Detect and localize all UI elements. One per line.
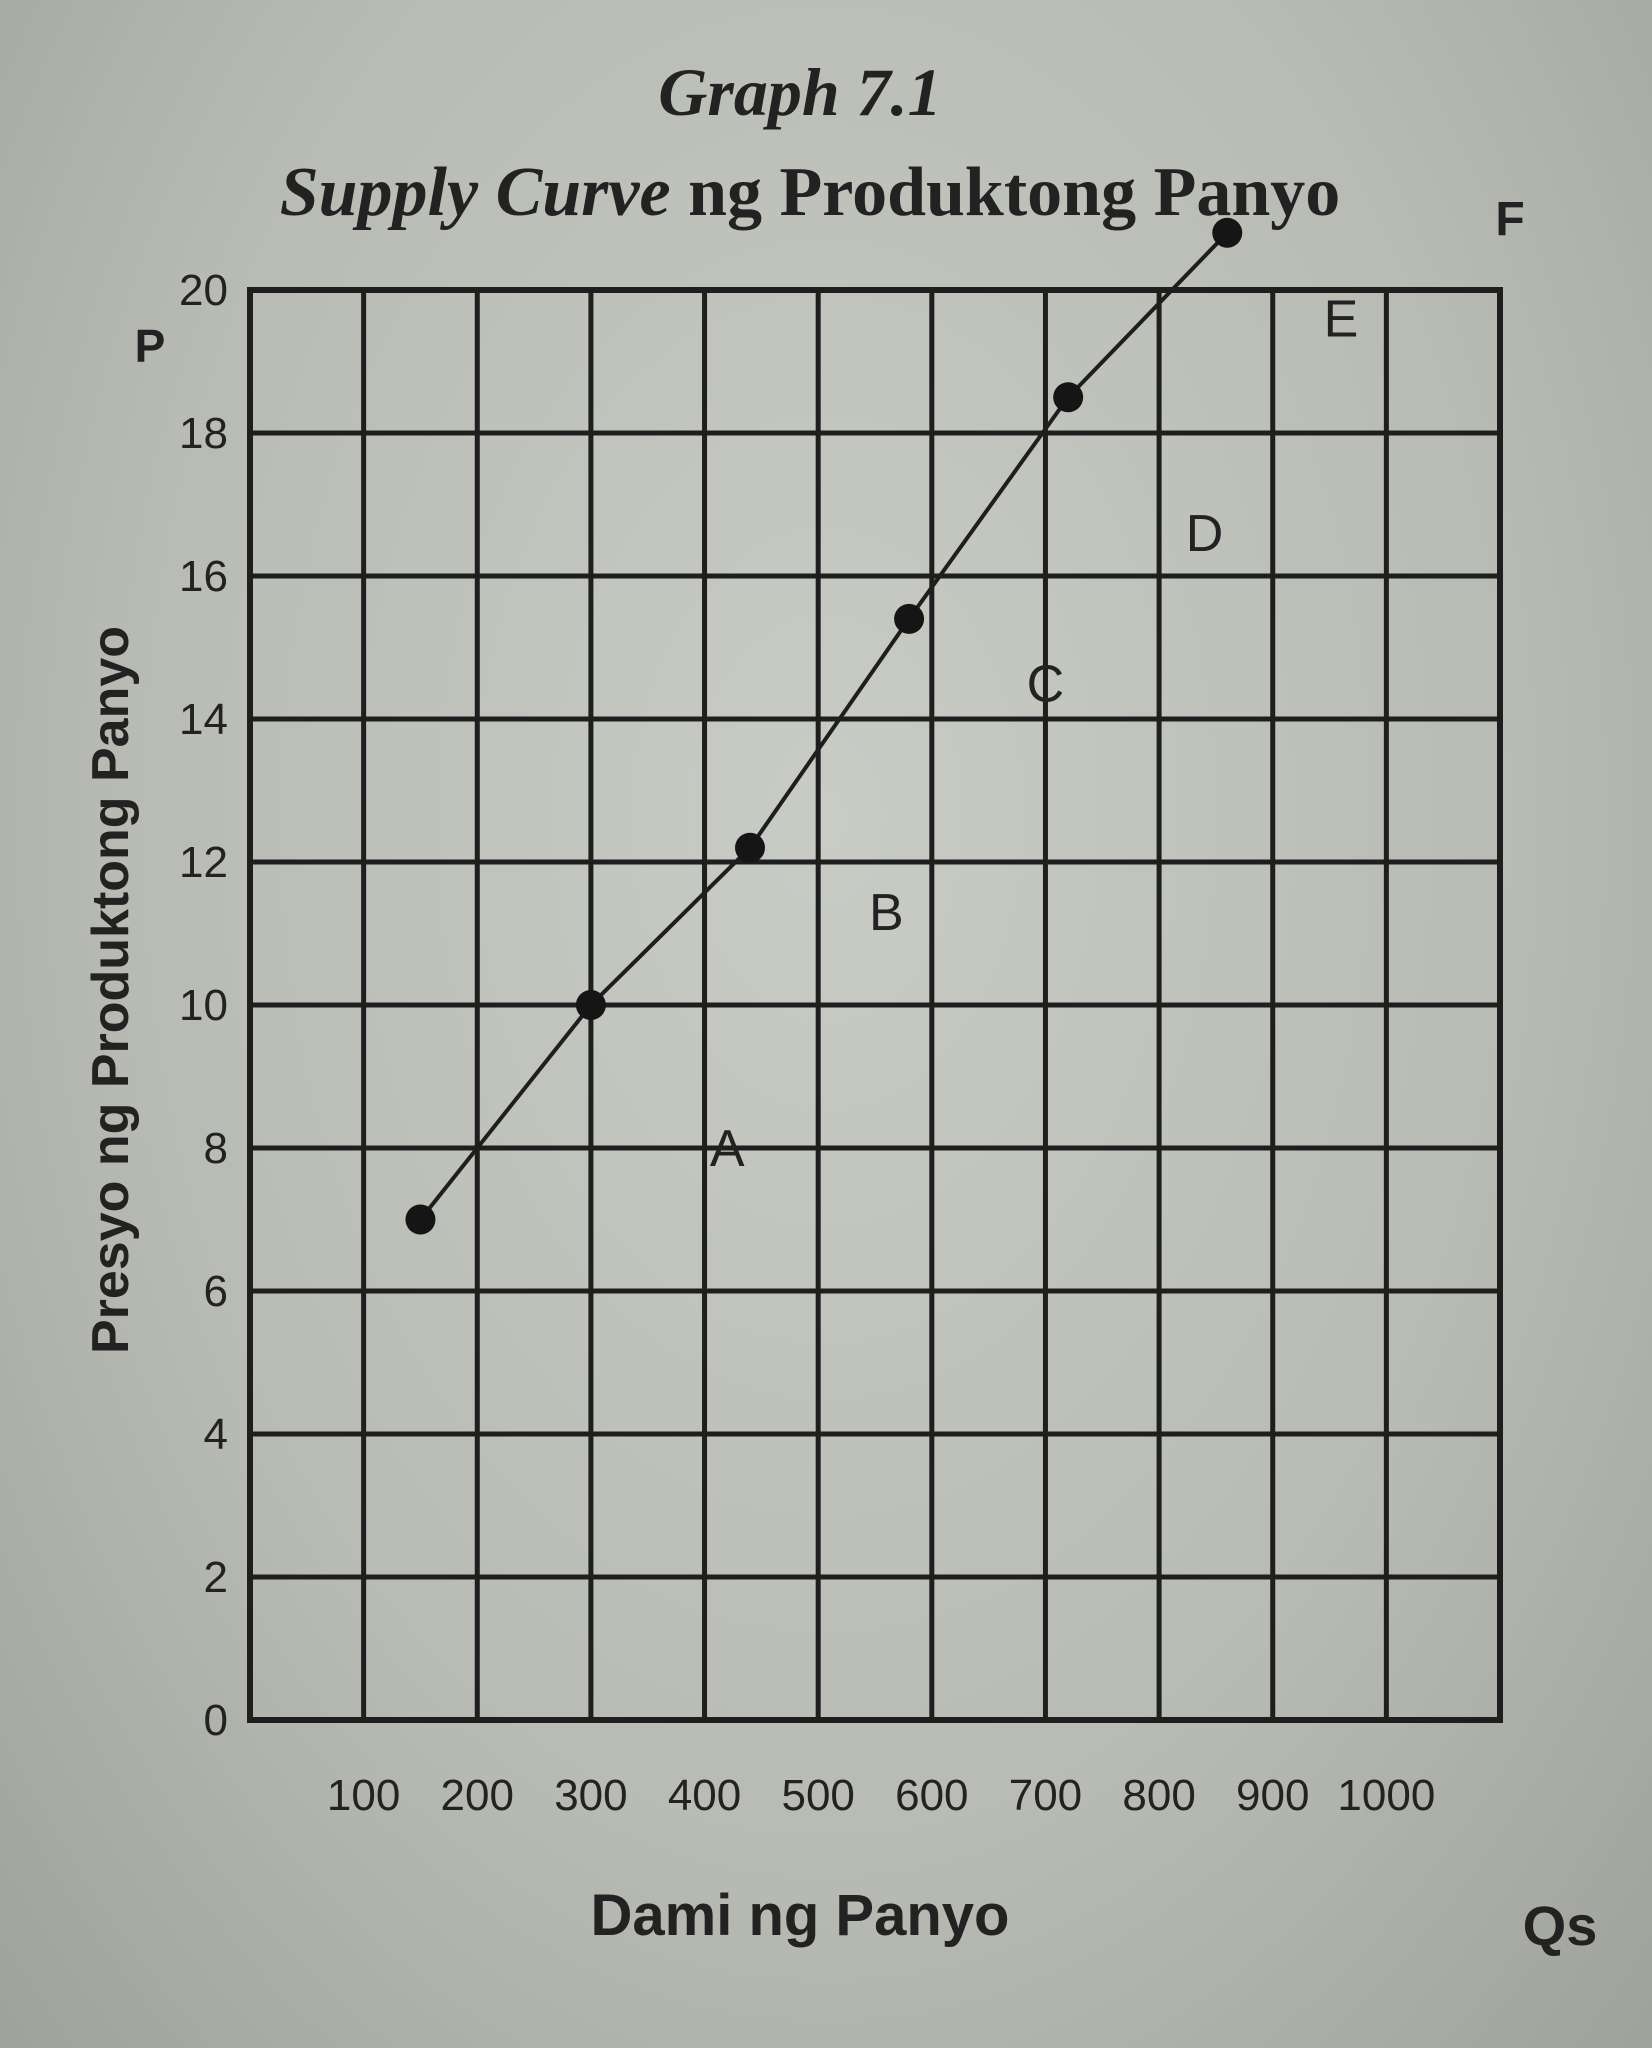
- supply-line-0: [418, 231, 1229, 1221]
- y-tick-label-12: 12: [179, 838, 228, 887]
- y-tick-label-14: 14: [179, 695, 228, 744]
- y-tick-label-16: 16: [179, 552, 228, 601]
- point-label-B: B: [869, 884, 904, 942]
- chart-title-line2: Supply Curve ng Produktong Panyo: [280, 154, 1341, 231]
- tick-labels: 0 2 4 6 8 10 12 14 16 18 20 100 200 300 400 500 600 700 80…: [179, 266, 1435, 1820]
- y-tick-label-8: 8: [204, 1124, 228, 1173]
- x-axis-title: Dami ng Panyo: [591, 1883, 1010, 1948]
- x-tick-label-1000: 1000: [1337, 1771, 1435, 1820]
- chart-title-italic-part: Supply Curve: [280, 154, 671, 231]
- data-point-5: [1053, 382, 1084, 413]
- y-tick-label-4: 4: [204, 1410, 228, 1459]
- x-tick-label-500: 500: [781, 1771, 854, 1820]
- x-tick-label-800: 800: [1122, 1771, 1195, 1820]
- point-label-C: C: [1027, 655, 1065, 713]
- curve-end-label: F: [1495, 193, 1524, 246]
- supply-curve: [405, 217, 1243, 1235]
- x-tick-label-300: 300: [554, 1771, 627, 1820]
- data-point-3: [735, 832, 765, 863]
- data-point-6: [1212, 217, 1243, 248]
- point-label-A: A: [710, 1120, 745, 1178]
- grid: [247, 287, 1503, 1723]
- x-tick-label-100: 100: [327, 1771, 400, 1820]
- chart-title-rest-part: ng Produktong Panyo: [671, 154, 1341, 231]
- y-tick-label-6: 6: [204, 1267, 228, 1316]
- data-point-2: [575, 990, 606, 1020]
- x-tick-label-600: 600: [895, 1771, 968, 1820]
- plot-frame: [247, 287, 1503, 1723]
- point-labels: A B C D E: [710, 291, 1358, 1178]
- x-tick-label-900: 900: [1236, 1771, 1309, 1820]
- y-axis-title: Presyo ng Produktong Panyo: [82, 626, 140, 1354]
- chart-title-line1: Graph 7.1: [658, 54, 941, 130]
- y-tick-label-10: 10: [179, 981, 228, 1030]
- point-label-D: D: [1186, 505, 1224, 563]
- y-tick-label-18: 18: [179, 409, 228, 458]
- x-tick-label-700: 700: [1009, 1771, 1082, 1820]
- y-axis-symbol: P: [135, 320, 166, 372]
- x-tick-label-400: 400: [668, 1771, 741, 1820]
- y-tick-label-0: 0: [204, 1696, 228, 1745]
- y-tick-label-2: 2: [204, 1553, 228, 1602]
- x-tick-label-200: 200: [441, 1771, 514, 1820]
- data-point-4: [894, 603, 925, 634]
- x-axis-symbol: Qs: [1523, 1894, 1598, 1957]
- point-label-E: E: [1324, 291, 1359, 349]
- data-point-1: [405, 1204, 436, 1235]
- y-tick-label-20: 20: [179, 266, 228, 315]
